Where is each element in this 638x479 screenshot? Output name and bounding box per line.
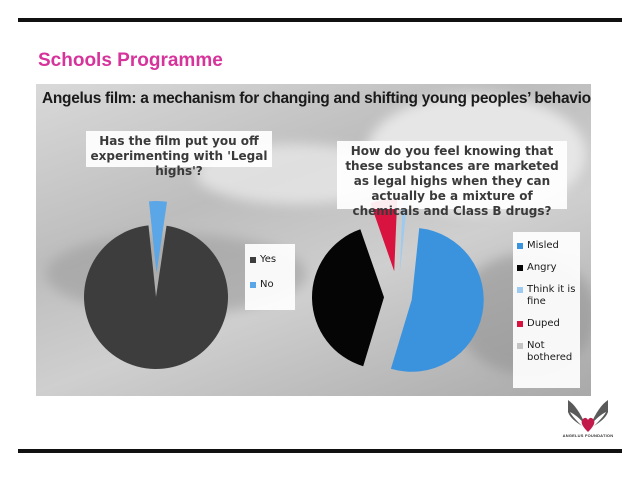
legend-item-angry: Angry (517, 262, 580, 274)
chart-2-legend: Misled Angry Think it is fine Duped Not … (513, 232, 580, 388)
logo-wordmark: ANGELUS FOUNDATION (562, 433, 614, 438)
legend-label-angry: Angry (527, 262, 557, 273)
logo-heart (581, 417, 595, 432)
legend-item-think-it-is-fine: Think it is fine (517, 284, 580, 308)
pie-slice-misled (390, 228, 484, 372)
legend-item-misled: Misled (517, 240, 580, 252)
legend-label-no: No (260, 279, 274, 290)
legend-swatch-misled (517, 243, 523, 249)
pie-slice-no (148, 201, 168, 274)
pie-chart-2 (312, 199, 484, 372)
legend-item-duped: Duped (517, 318, 580, 330)
pie-slice-think-it-is-fine (399, 201, 408, 274)
legend-item-yes: Yes (250, 254, 295, 266)
legend-label-think-it-is-fine: Think it is fine (527, 284, 576, 307)
legend-swatch-duped (517, 321, 523, 327)
legend-label-misled: Misled (527, 240, 559, 251)
legend-swatch-angry (517, 265, 523, 271)
chart-1-legend: Yes No (245, 244, 295, 310)
pie-chart-1 (84, 201, 229, 369)
logo-wing-right (590, 400, 608, 426)
legend-item-not-bothered: Not bothered (517, 340, 580, 364)
legend-swatch-yes (250, 257, 256, 263)
chart-2-title: How do you feel knowing that these subst… (337, 141, 567, 218)
legend-swatch-think-it-is-fine (517, 287, 523, 293)
pie-slice-yes (84, 225, 229, 369)
panel-title: Angelus film: a mechanism for changing a… (42, 90, 591, 107)
legend-label-duped: Duped (527, 318, 560, 329)
legend-item-no: No (250, 279, 295, 291)
legend-swatch-not-bothered (517, 343, 523, 349)
pie-slice-duped (370, 199, 398, 272)
pie-slice-angry (312, 229, 385, 367)
photo-panel: Angelus film: a mechanism for changing a… (36, 84, 591, 396)
top-rule (18, 18, 622, 22)
logo-wing-left (568, 400, 586, 426)
angelus-foundation-logo (568, 400, 608, 432)
legend-label-not-bothered: Not bothered (527, 340, 573, 363)
section-title: Schools Programme (38, 50, 223, 71)
chart-1-title: Has the film put you off experimenting w… (86, 131, 272, 178)
legend-swatch-no (250, 282, 256, 288)
legend-label-yes: Yes (260, 254, 277, 265)
pie-charts (84, 199, 484, 372)
bottom-rule (18, 449, 622, 453)
